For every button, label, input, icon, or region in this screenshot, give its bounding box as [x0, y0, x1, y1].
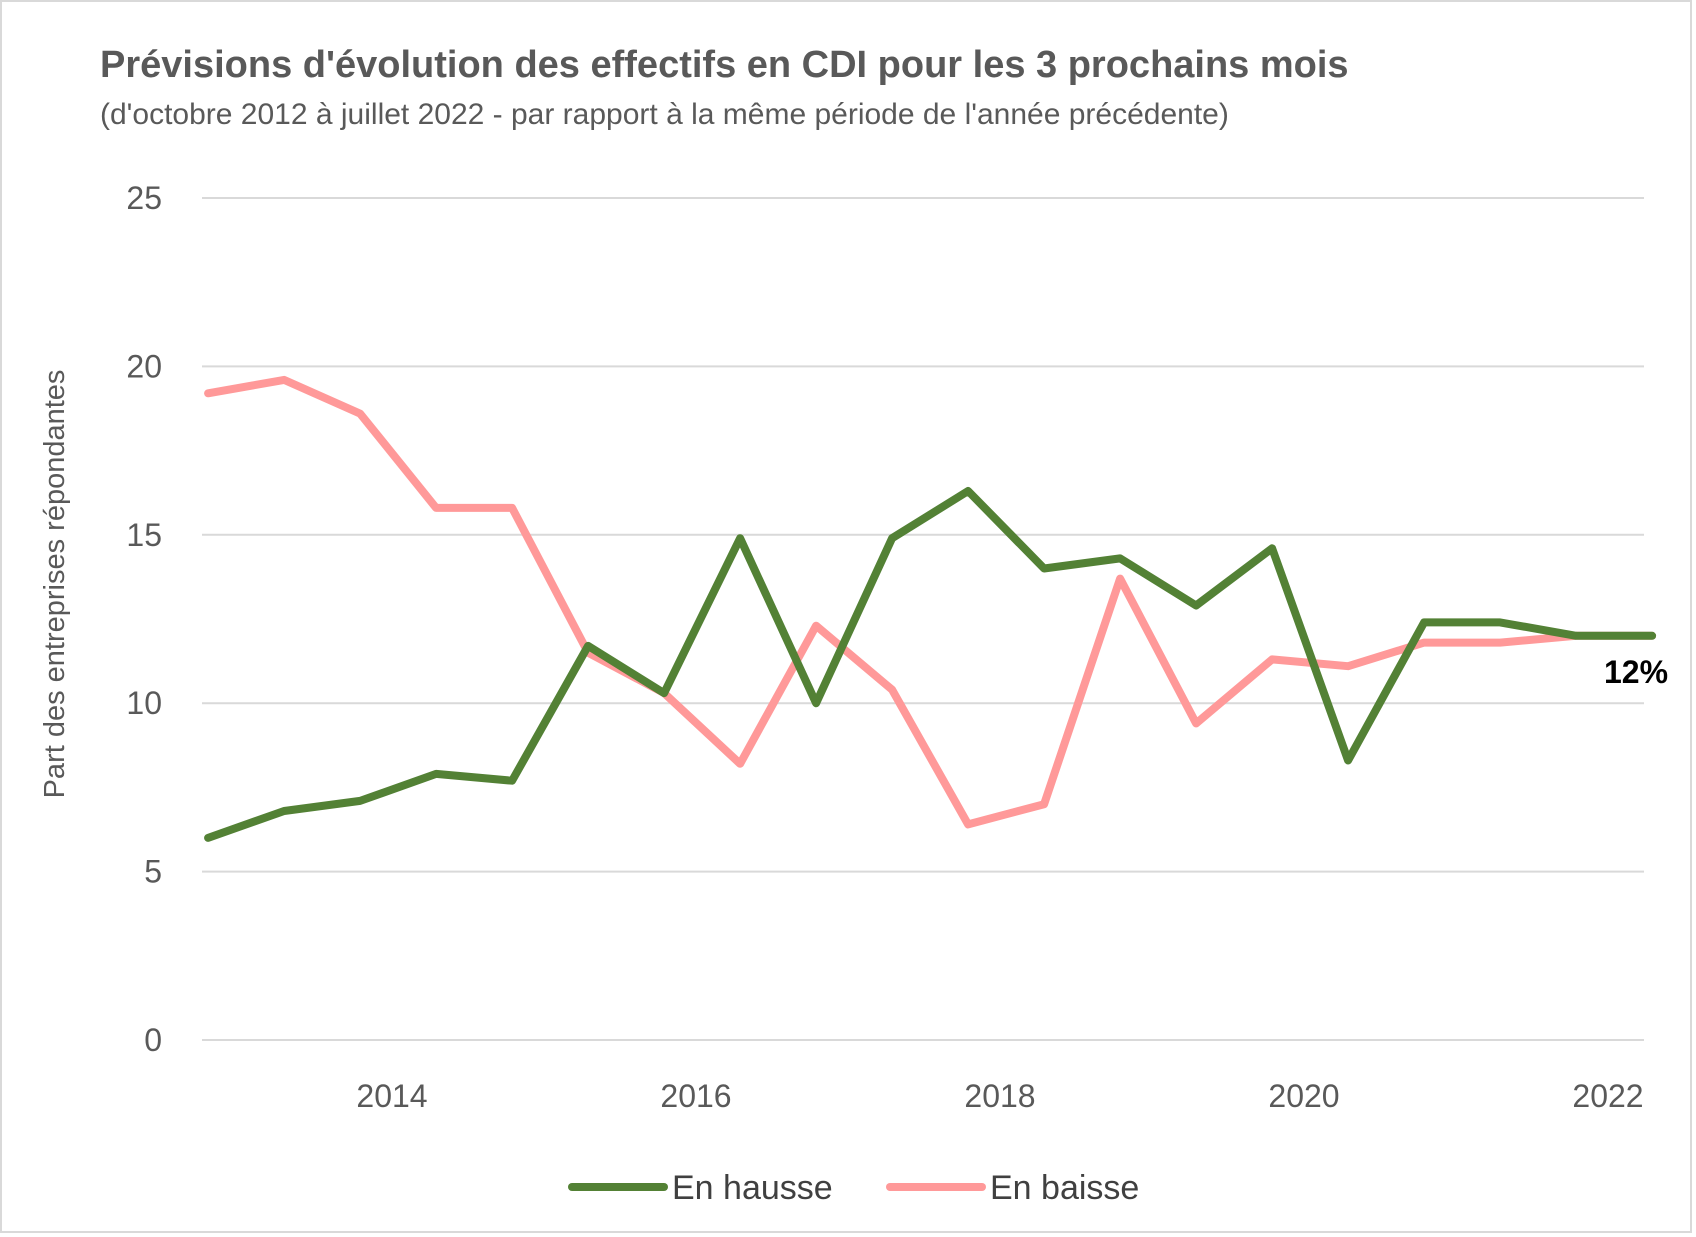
legend: En hausse En baisse [568, 1169, 1139, 1207]
x-tick-label: 2016 [660, 1078, 731, 1114]
series-layer [204, 375, 1657, 842]
y-tick-label: 5 [144, 854, 162, 890]
y-tick-label: 15 [126, 517, 162, 553]
chart-title: Prévisions d'évolution des effectifs en … [100, 44, 1349, 86]
legend-label: En hausse [672, 1169, 833, 1207]
data-label-last-value: 12% [1604, 654, 1668, 690]
y-tick-label: 25 [126, 180, 162, 216]
y-axis-ticks: 0 5 10 15 20 25 [126, 180, 162, 1058]
series-line-en-baisse [204, 375, 1657, 829]
legend-label: En baisse [990, 1169, 1139, 1207]
x-tick-label: 2020 [1268, 1078, 1339, 1114]
x-tick-label: 2018 [964, 1078, 1035, 1114]
gridlines [202, 197, 1644, 1041]
chart-subtitle: (d'octobre 2012 à juillet 2022 - par rap… [100, 98, 1229, 131]
y-tick-label: 10 [126, 685, 162, 721]
y-tick-label: 0 [144, 1022, 162, 1058]
x-tick-label: 2022 [1572, 1078, 1643, 1114]
x-axis-ticks: 2014 2016 2018 2020 2022 [356, 1078, 1643, 1114]
y-axis-title: Part des entreprises répondantes [39, 370, 71, 799]
y-tick-label: 20 [126, 348, 162, 384]
x-tick-label: 2014 [356, 1078, 427, 1114]
series-line-en-hausse [204, 487, 1657, 842]
